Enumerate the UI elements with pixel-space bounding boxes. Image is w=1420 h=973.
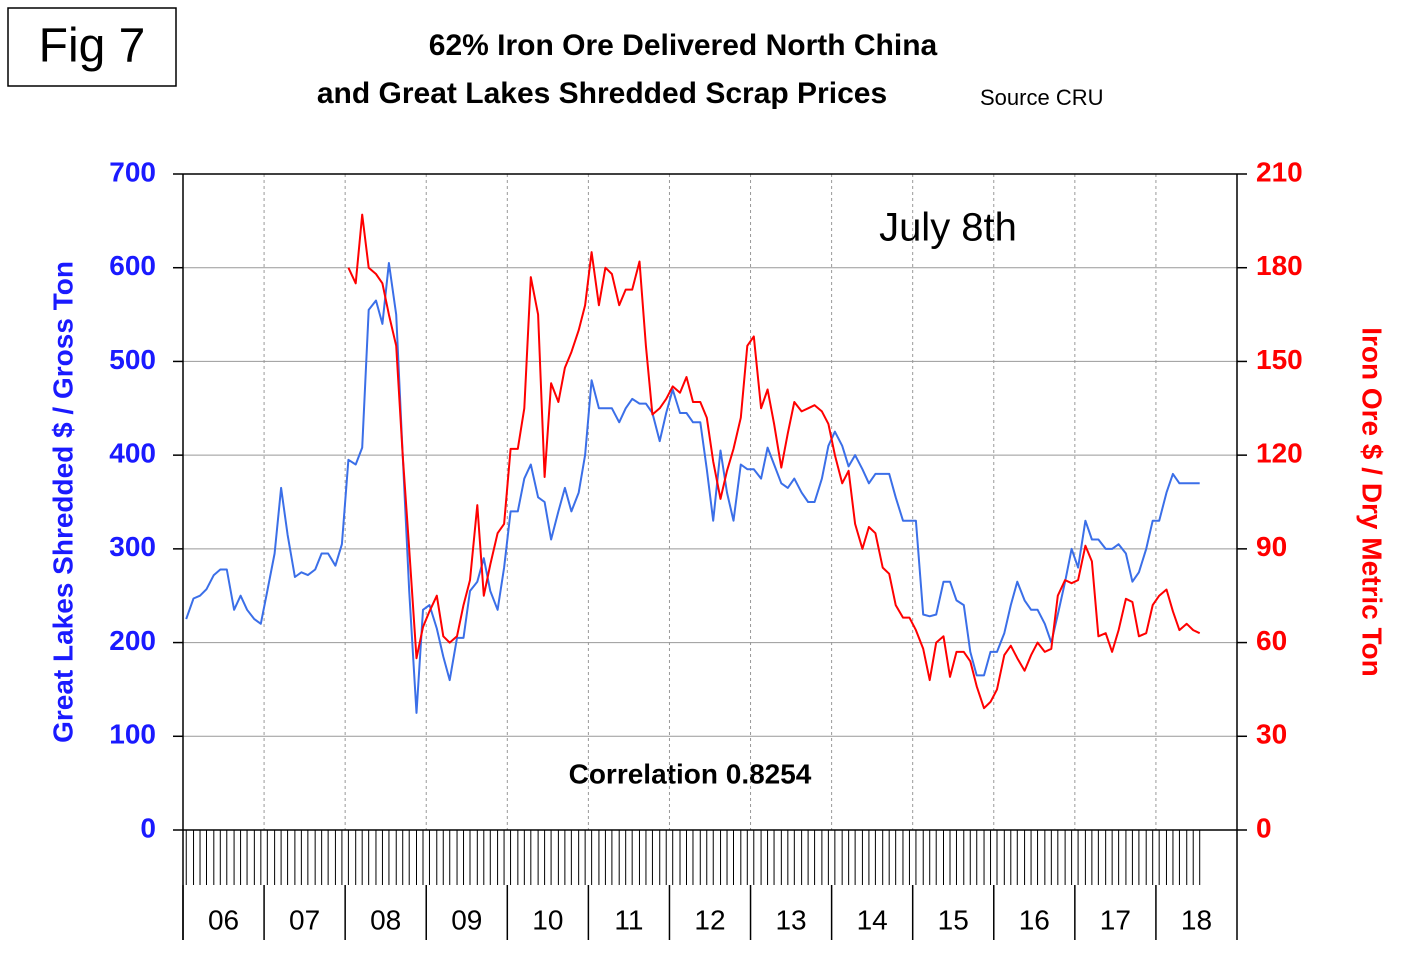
y2-axis-label: Iron Ore $ / Dry Metric Ton <box>1357 327 1388 677</box>
x-tick-label: 07 <box>289 904 320 935</box>
x-tick-label: 17 <box>1100 904 1131 935</box>
annotation: Correlation 0.8254 <box>569 758 812 789</box>
y2-tick-label: 30 <box>1256 719 1287 750</box>
chart-title: 62% Iron Ore Delivered North China <box>429 29 938 62</box>
y2-tick-label: 0 <box>1256 812 1272 843</box>
fig-label: Fig 7 <box>39 20 146 73</box>
x-tick-label: 11 <box>614 904 643 935</box>
y2-tick-label: 150 <box>1256 344 1303 375</box>
x-tick-label: 13 <box>775 904 806 935</box>
annotation: July 8th <box>879 206 1017 250</box>
chart-subtitle: and Great Lakes Shredded Scrap Prices <box>317 77 887 110</box>
y-tick-label: 600 <box>109 250 156 281</box>
y-tick-label: 100 <box>109 719 156 750</box>
x-tick-label: 08 <box>370 904 401 935</box>
x-tick-label: 14 <box>857 904 888 935</box>
y2-tick-label: 180 <box>1256 250 1303 281</box>
series-line <box>185 262 1200 714</box>
y2-tick-label: 60 <box>1256 625 1287 656</box>
x-tick-label: 06 <box>208 904 239 935</box>
y-tick-label: 200 <box>109 625 156 656</box>
y-tick-label: 500 <box>109 344 156 375</box>
series-line <box>347 213 1201 710</box>
y-axis-label: Great Lakes Shredded $ / Gross Ton <box>47 261 78 743</box>
x-tick-label: 10 <box>532 904 563 935</box>
x-tick-label: 16 <box>1019 904 1050 935</box>
y-tick-label: 400 <box>109 438 156 469</box>
x-tick-label: 12 <box>694 904 725 935</box>
source: Source CRU <box>980 85 1103 110</box>
y-tick-label: 700 <box>109 156 156 187</box>
y2-tick-label: 120 <box>1256 438 1303 469</box>
fig-label-box <box>7 7 177 87</box>
y2-tick-label: 90 <box>1256 531 1287 562</box>
x-tick-label: 18 <box>1181 904 1212 935</box>
y-tick-label: 300 <box>109 531 156 562</box>
x-tick-label: 15 <box>938 904 969 935</box>
x-tick-label: 09 <box>451 904 482 935</box>
y2-tick-label: 210 <box>1256 156 1303 187</box>
y-tick-label: 0 <box>140 812 156 843</box>
